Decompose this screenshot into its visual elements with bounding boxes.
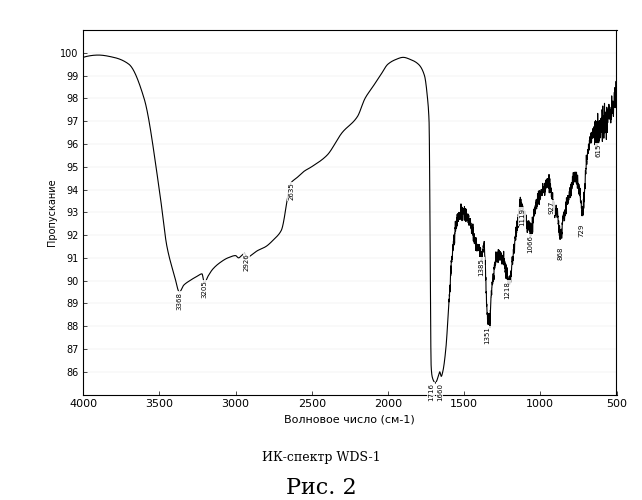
Text: 2926: 2926 [244,254,250,271]
Text: 868: 868 [557,246,564,260]
Text: 1716: 1716 [428,383,434,401]
Text: 2635: 2635 [288,182,294,200]
Text: Рис. 2: Рис. 2 [286,476,356,498]
Text: 1660: 1660 [437,383,443,401]
Text: 3368: 3368 [177,292,182,310]
Text: 927: 927 [548,201,555,214]
Text: 1385: 1385 [479,258,485,276]
Text: ИК-спектр WDS-1: ИК-спектр WDS-1 [262,451,380,464]
Y-axis label: Пропускание: Пропускание [47,178,57,246]
Text: 729: 729 [578,224,585,237]
Text: 1218: 1218 [504,280,510,298]
Text: 1119: 1119 [519,208,525,226]
Text: 1351: 1351 [484,326,490,344]
Text: 1066: 1066 [527,235,534,253]
X-axis label: Волновое число (см-1): Волновое число (см-1) [284,415,415,425]
Text: 3205: 3205 [202,280,207,298]
Text: 615: 615 [596,144,602,158]
